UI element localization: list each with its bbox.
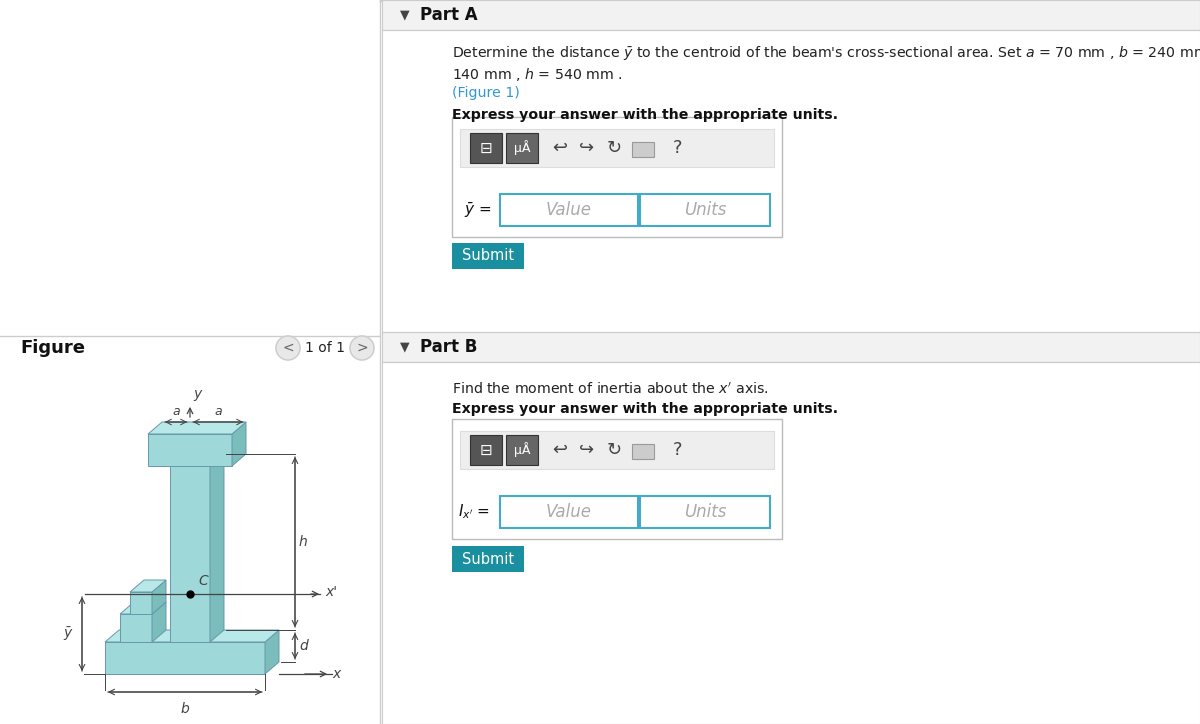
Polygon shape	[152, 602, 166, 642]
Circle shape	[350, 336, 374, 360]
Text: ↪: ↪	[580, 139, 594, 157]
Text: Express your answer with the appropriate units.: Express your answer with the appropriate…	[452, 108, 838, 122]
Text: a: a	[172, 405, 180, 418]
Bar	[470, 435, 502, 465]
Text: ?: ?	[672, 139, 682, 157]
Text: h: h	[299, 535, 307, 549]
Text: ▼: ▼	[400, 340, 409, 353]
Text: y: y	[193, 387, 202, 401]
Polygon shape	[120, 614, 152, 642]
Bar	[382, 362, 1200, 724]
Bar	[500, 194, 638, 226]
Text: x': x'	[325, 585, 337, 599]
Bar	[632, 444, 654, 459]
Text: $\bar{y}$ =: $\bar{y}$ =	[464, 201, 491, 219]
Text: ⊟: ⊟	[480, 442, 492, 458]
Polygon shape	[130, 592, 152, 614]
Polygon shape	[170, 454, 224, 466]
Polygon shape	[148, 422, 246, 434]
Bar	[460, 431, 774, 469]
Bar	[382, 0, 1200, 30]
Text: >: >	[356, 341, 368, 355]
Text: Figure: Figure	[20, 339, 85, 357]
Text: Value: Value	[546, 503, 592, 521]
Polygon shape	[148, 434, 232, 466]
Bar	[452, 243, 524, 269]
Text: d: d	[299, 639, 307, 653]
Bar	[506, 435, 538, 465]
Text: μÅ: μÅ	[514, 442, 530, 458]
Text: ↻: ↻	[606, 441, 622, 459]
Circle shape	[276, 336, 300, 360]
Polygon shape	[130, 580, 166, 592]
Bar	[382, 0, 1200, 724]
Polygon shape	[152, 580, 166, 614]
Bar	[632, 142, 654, 157]
Bar	[500, 496, 638, 528]
Bar	[452, 419, 782, 539]
Bar	[640, 194, 770, 226]
Text: x: x	[332, 667, 341, 681]
Bar	[506, 133, 538, 163]
Bar	[382, 332, 1200, 362]
Text: ▼: ▼	[400, 9, 409, 22]
Text: Units: Units	[684, 201, 726, 219]
Text: $I_{x'}$ =: $I_{x'}$ =	[458, 502, 490, 521]
Text: Units: Units	[684, 503, 726, 521]
Bar	[382, 30, 1200, 334]
Text: ↪: ↪	[580, 441, 594, 459]
Polygon shape	[106, 630, 278, 642]
Text: ↩: ↩	[552, 139, 568, 157]
Text: C: C	[198, 574, 208, 588]
Text: ?: ?	[672, 441, 682, 459]
Text: Submit: Submit	[462, 248, 514, 264]
Text: ⊟: ⊟	[480, 140, 492, 156]
Text: b: b	[181, 702, 190, 716]
Text: (Figure 1): (Figure 1)	[452, 86, 520, 100]
Bar	[452, 117, 782, 237]
Text: ↻: ↻	[606, 139, 622, 157]
Bar	[470, 133, 502, 163]
Text: ↩: ↩	[552, 441, 568, 459]
Polygon shape	[120, 602, 166, 614]
Polygon shape	[106, 642, 265, 674]
Text: <: <	[282, 341, 294, 355]
Polygon shape	[265, 630, 278, 674]
Text: Find the moment of inertia about the $x'$ axis.: Find the moment of inertia about the $x'…	[452, 382, 769, 397]
Polygon shape	[170, 466, 210, 642]
Text: Determine the distance $\bar{y}$ to the centroid of the beam's cross-sectional a: Determine the distance $\bar{y}$ to the …	[452, 44, 1200, 62]
Text: Submit: Submit	[462, 552, 514, 566]
Polygon shape	[232, 422, 246, 466]
Text: Express your answer with the appropriate units.: Express your answer with the appropriate…	[452, 402, 838, 416]
Text: Part B: Part B	[420, 338, 478, 356]
Text: 140 mm , $h$ = 540 mm .: 140 mm , $h$ = 540 mm .	[452, 66, 623, 83]
Text: Part A: Part A	[420, 6, 478, 24]
Text: 1 of 1: 1 of 1	[305, 341, 346, 355]
Text: μÅ: μÅ	[514, 140, 530, 156]
Text: a: a	[214, 405, 222, 418]
Text: Value: Value	[546, 201, 592, 219]
Polygon shape	[210, 454, 224, 642]
Bar	[460, 129, 774, 167]
Bar	[452, 546, 524, 572]
Bar	[640, 496, 770, 528]
Text: $\bar{y}$: $\bar{y}$	[62, 625, 73, 643]
